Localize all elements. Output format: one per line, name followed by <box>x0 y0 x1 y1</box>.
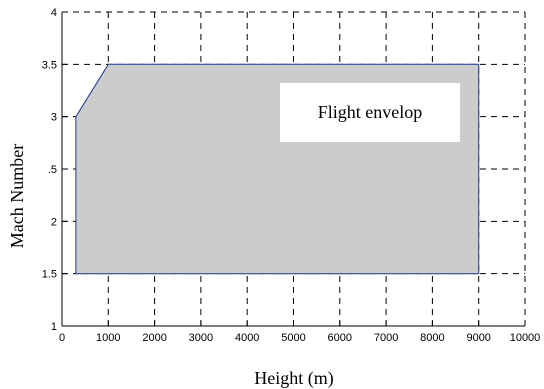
x-tick-label: 1000 <box>96 332 120 344</box>
x-tick-label: 2000 <box>142 332 166 344</box>
y-tick-label: 2 <box>51 216 57 228</box>
x-tick-label: 7000 <box>374 332 398 344</box>
x-tick-label: 10000 <box>510 332 541 344</box>
x-tick-label: 4000 <box>235 332 259 344</box>
y-tick-labels: 1 1.5 2 .5 3 3.5 4 <box>42 7 57 333</box>
x-tick-label: 0 <box>59 332 65 344</box>
x-axis-label: Height (m) <box>254 368 333 389</box>
x-tick-labels: 0 1000 2000 3000 4000 5000 6000 7000 8000 9000 100… <box>59 332 540 344</box>
x-tick-label: 5000 <box>281 332 305 344</box>
y-tick-label: 3.5 <box>42 59 57 71</box>
axes-frame <box>61 11 526 327</box>
x-tick-label: 9000 <box>466 332 490 344</box>
y-tick-label: 4 <box>51 7 57 19</box>
x-tick-label: 3000 <box>189 332 213 344</box>
y-axis-label: Mach Number <box>7 144 27 248</box>
x-tick-label: 6000 <box>328 332 352 344</box>
y-tick-label: 1 <box>51 321 57 333</box>
y-tick-label: .5 <box>48 164 57 176</box>
annotation-box: Flight envelop <box>280 83 460 142</box>
annotation-text: Flight envelop <box>318 102 423 122</box>
y-tick-label: 1.5 <box>42 269 57 281</box>
annotation-background <box>280 83 460 142</box>
x-tick-label: 8000 <box>420 332 444 344</box>
y-tick-label: 3 <box>51 112 57 124</box>
